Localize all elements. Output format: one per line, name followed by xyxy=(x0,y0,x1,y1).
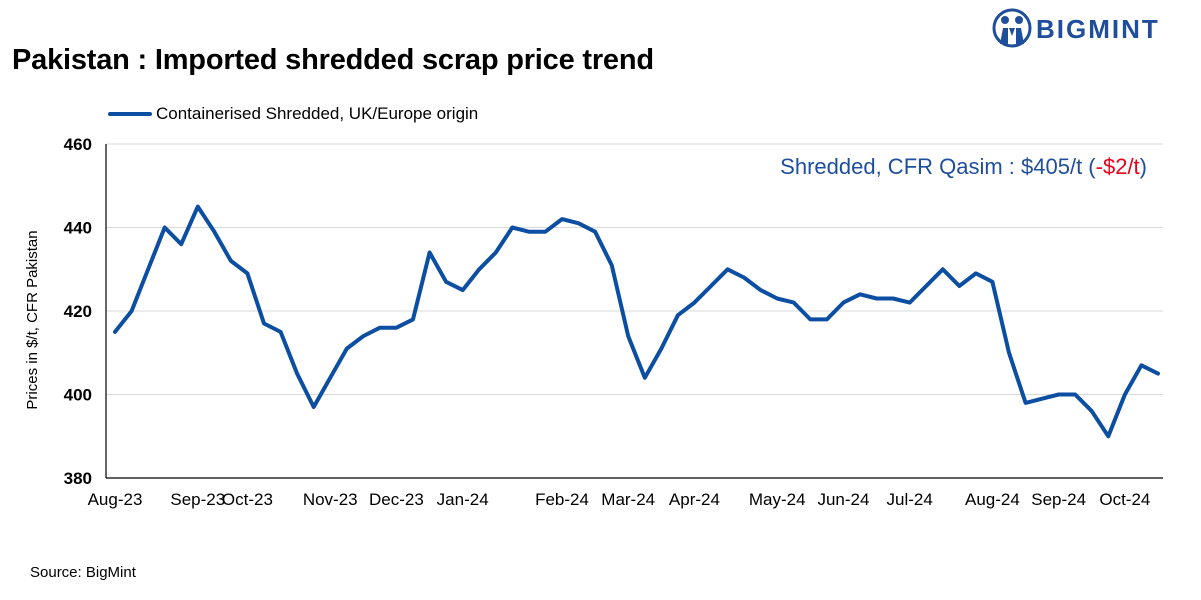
legend-label: Containerised Shredded, UK/Europe origin xyxy=(156,104,479,123)
y-tick-label: 460 xyxy=(64,135,92,154)
brand-name: BIGMINT xyxy=(1036,14,1160,44)
y-tick-label: 440 xyxy=(64,219,92,238)
x-tick-label: Aug-23 xyxy=(88,490,143,509)
legend: Containerised Shredded, UK/Europe origin xyxy=(108,102,478,126)
x-tick-label: Aug-24 xyxy=(965,490,1020,509)
gridlines xyxy=(105,143,1163,479)
annotation-close: ) xyxy=(1140,154,1147,179)
x-tick-label: Sep-23 xyxy=(170,490,225,509)
x-tick-label: Feb-24 xyxy=(535,490,589,509)
y-tick-label: 420 xyxy=(64,302,92,321)
y-axis-label: Prices in $/t, CFR Pakistan xyxy=(24,230,41,409)
chart-title: Pakistan : Imported shredded scrap price… xyxy=(12,44,654,76)
series-line xyxy=(113,204,1160,439)
x-tick-label: Jul-24 xyxy=(887,490,933,509)
y-tick-label: 380 xyxy=(64,469,92,488)
x-tick-label: Sep-24 xyxy=(1031,490,1086,509)
price-annotation: Shredded, CFR Qasim : $405/t (-$2/t) xyxy=(780,154,1147,179)
x-tick-label: May-24 xyxy=(749,490,806,509)
y-axis-ticks: 380 400 420 440 460 xyxy=(64,135,92,488)
x-tick-label: Oct-23 xyxy=(222,490,273,509)
x-tick-label: Oct-24 xyxy=(1099,490,1150,509)
x-tick-label: Nov-23 xyxy=(303,490,358,509)
x-tick-label: Jun-24 xyxy=(817,490,869,509)
y-tick-label: 400 xyxy=(64,386,92,405)
source-note: Source: BigMint xyxy=(30,564,136,581)
x-tick-label: Jan-24 xyxy=(437,490,489,509)
annotation-text: Shredded, CFR Qasim : $405/t ( xyxy=(780,154,1096,179)
x-tick-label: Apr-24 xyxy=(669,490,720,509)
legend-swatch xyxy=(108,112,152,116)
x-tick-label: Mar-24 xyxy=(601,490,655,509)
logo-mark-icon xyxy=(992,8,1032,48)
annotation-change: -$2/t xyxy=(1096,154,1140,179)
bigmint-logo: BIGMINT xyxy=(990,6,1190,50)
x-tick-label: Dec-23 xyxy=(369,490,424,509)
